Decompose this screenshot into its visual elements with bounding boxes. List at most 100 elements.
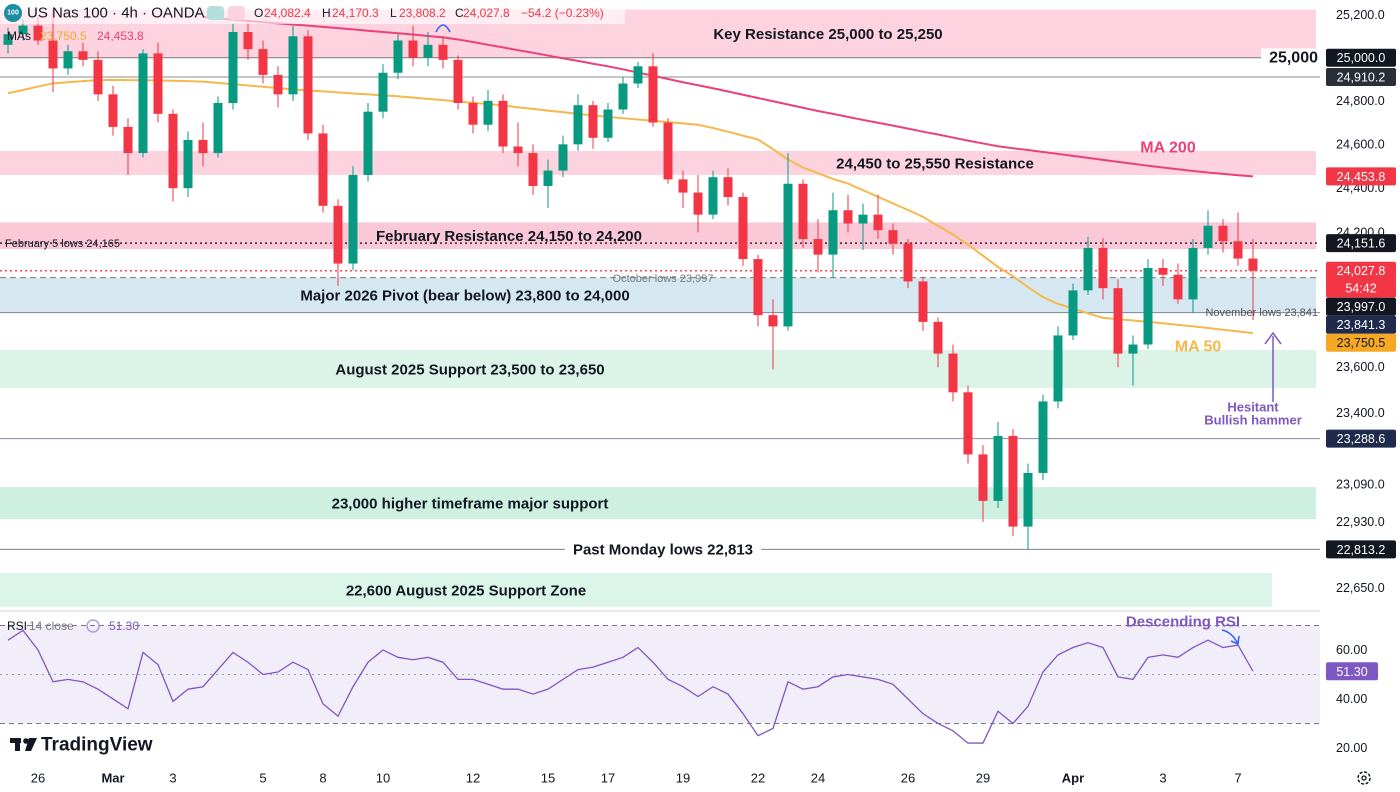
rsi-subtitle: 14 close xyxy=(29,619,74,633)
candle-body xyxy=(1083,247,1093,291)
zone-label: February Resistance 24,150 to 24,200 xyxy=(376,228,642,245)
axes: 25,200.024,800.024,600.024,400.024,200.0… xyxy=(31,8,1396,786)
candle-body xyxy=(273,74,283,95)
candle-body xyxy=(858,214,868,224)
candle-body xyxy=(78,51,88,60)
zone xyxy=(0,277,1316,313)
candle-body xyxy=(978,454,988,501)
zone-label: 23,000 higher timeframe major support xyxy=(332,496,609,513)
zone-label: 22,600 August 2025 Support Zone xyxy=(346,582,586,599)
candle-body xyxy=(693,192,703,215)
price-label: 24,453.8 xyxy=(1337,170,1386,184)
candle-body xyxy=(183,139,193,189)
ma-label: MA 200 xyxy=(1140,140,1196,157)
x-tick-label: Mar xyxy=(101,771,124,786)
gear-outer[interactable] xyxy=(1357,771,1371,785)
moving-averages xyxy=(7,16,1254,335)
price-countdown: 54:42 xyxy=(1345,282,1376,296)
zone xyxy=(0,487,1316,520)
candle-body xyxy=(918,281,928,322)
candle-body xyxy=(1203,225,1213,248)
candle-body xyxy=(843,210,853,224)
rsi-value: 51.30 xyxy=(109,619,139,633)
zone-label: Major 2026 Pivot (bear below) 23,800 to … xyxy=(300,288,629,305)
gear-inner[interactable] xyxy=(1361,775,1367,781)
candle-body xyxy=(663,122,673,180)
candle-body xyxy=(378,72,388,112)
candle-body xyxy=(483,100,493,125)
price-label: 24,027.8 xyxy=(1337,264,1386,278)
candle-body xyxy=(1188,247,1198,300)
x-tick-label: 26 xyxy=(31,771,45,786)
header-background xyxy=(0,2,625,24)
candle-body xyxy=(1038,401,1048,473)
price-label: 22,813.2 xyxy=(1337,543,1386,557)
candle-body xyxy=(63,51,73,69)
zone-label: 24,450 to 25,550 Resistance xyxy=(836,155,1034,172)
candle-body xyxy=(318,133,328,206)
price-label: 24,910.2 xyxy=(1337,71,1386,85)
rsi-icon[interactable] xyxy=(86,619,100,633)
candle-body xyxy=(1143,268,1153,345)
flag-icon[interactable] xyxy=(228,6,245,20)
candle-body xyxy=(198,139,208,154)
settings-icon[interactable] xyxy=(1357,771,1371,785)
price-label-box xyxy=(1326,48,1396,67)
rsi-annotation: Descending RSI xyxy=(1126,614,1240,631)
x-tick-label: 7 xyxy=(1234,771,1241,786)
zones xyxy=(0,9,1316,607)
annotation: 25,000 xyxy=(1269,50,1318,67)
candle-body xyxy=(648,66,658,123)
candle-body xyxy=(33,25,43,41)
hammer-arrowhead xyxy=(1264,331,1282,345)
candles xyxy=(3,8,1258,550)
candle-body xyxy=(738,196,748,260)
candle-body xyxy=(633,66,643,84)
rsi-tick-label: 60.00 xyxy=(1336,643,1367,657)
candle-body xyxy=(618,83,628,110)
candle-body xyxy=(363,111,373,175)
rsi-title: RSI xyxy=(7,619,27,633)
candle-body xyxy=(678,179,688,193)
rsi-value-label: 51.30 xyxy=(1336,665,1367,679)
candle-body xyxy=(543,170,553,186)
toggle-icon[interactable] xyxy=(207,6,224,20)
price-label-box xyxy=(1326,234,1396,253)
price-label-box xyxy=(1326,429,1396,448)
zone xyxy=(0,150,1316,175)
candle-body xyxy=(393,40,403,73)
annotation: October lows 23,997 xyxy=(613,273,714,285)
candle-body xyxy=(1023,472,1033,527)
x-tick-label: 8 xyxy=(319,771,326,786)
rsi-line xyxy=(7,629,1254,744)
zone xyxy=(0,349,1316,388)
candle-body xyxy=(513,146,523,154)
price-label-box xyxy=(1326,333,1396,352)
ohlc-key: O xyxy=(254,6,263,20)
x-tick-label: 22 xyxy=(751,771,765,786)
candle-body xyxy=(1008,435,1018,527)
x-tick-label: 24 xyxy=(811,771,825,786)
ohlc-key: C xyxy=(455,6,464,20)
candle-body xyxy=(288,36,298,95)
x-tick-label: 29 xyxy=(976,771,990,786)
candle-body xyxy=(468,103,478,125)
price-label: 25,000.0 xyxy=(1337,51,1386,65)
logo-part xyxy=(15,738,20,751)
candle-body xyxy=(348,174,358,264)
candle-body xyxy=(528,153,538,186)
price-label: 24,151.6 xyxy=(1337,237,1386,251)
candle-body xyxy=(888,230,898,244)
candle-body xyxy=(1098,247,1108,289)
candle-body xyxy=(408,40,418,58)
candle-body xyxy=(303,36,313,134)
ma-line xyxy=(202,16,1254,178)
candle-body xyxy=(723,177,733,197)
x-tick-label: 5 xyxy=(259,771,266,786)
candle-body xyxy=(48,40,58,69)
price-label-box xyxy=(1326,167,1396,186)
symbol-logo-text: 100 xyxy=(7,10,19,17)
price-axis-background xyxy=(1320,0,1400,792)
brand-logo: TradingView xyxy=(10,735,153,756)
candle-body xyxy=(768,315,778,327)
